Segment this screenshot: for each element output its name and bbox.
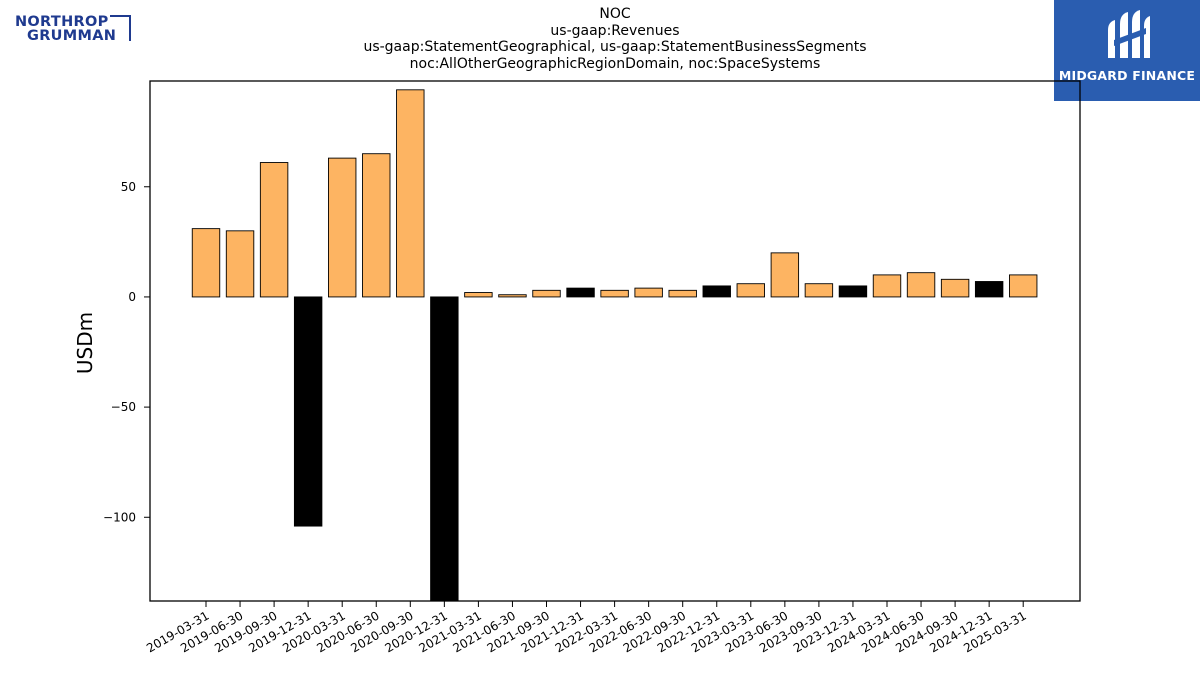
brand-name: MIDGARD FINANCE xyxy=(1058,68,1196,83)
bar-2020-09-30 xyxy=(396,89,425,298)
bar-2021-03-31 xyxy=(464,292,493,298)
bar-2023-09-30 xyxy=(804,283,834,298)
chart-title-line-2: us-gaap:Revenues xyxy=(550,22,680,39)
y-axis-label: USDm xyxy=(73,312,97,374)
y-axis: −100 −50 0 50 xyxy=(103,180,150,524)
bar-2023-12-31 xyxy=(838,285,868,298)
y-tick-label: 50 xyxy=(121,180,136,194)
bar-2024-12-31 xyxy=(974,281,1004,298)
bar-2019-12-31 xyxy=(293,296,323,527)
bar-2023-06-30 xyxy=(770,252,800,298)
bar-2021-06-30 xyxy=(498,294,527,298)
bar-2024-06-30 xyxy=(906,272,936,298)
bar-2022-09-30 xyxy=(668,289,697,298)
bar-2019-09-30 xyxy=(259,162,289,298)
bar-2021-12-31 xyxy=(566,287,595,298)
logo-bracket-top xyxy=(110,15,131,17)
logo-text-line2: GRUMMAN xyxy=(27,28,117,44)
logo-bracket-side xyxy=(129,15,131,41)
plot-frame xyxy=(149,80,1081,602)
bar-2024-09-30 xyxy=(940,278,970,298)
bar-2022-03-31 xyxy=(600,289,629,298)
bar-2020-03-31 xyxy=(328,157,357,298)
bar-2021-09-30 xyxy=(532,289,561,298)
bar-2020-12-31 xyxy=(430,296,459,602)
y-tick-label: −100 xyxy=(103,510,136,524)
northrop-grumman-logo: NORTHROP GRUMMAN xyxy=(14,12,134,44)
bar-2019-06-30 xyxy=(225,230,255,298)
y-tick-label: −50 xyxy=(111,400,136,414)
bars-group xyxy=(191,89,1038,602)
bar-2020-06-30 xyxy=(362,153,391,298)
y-tick-label: 0 xyxy=(128,290,136,304)
chart-title-line-1: NOC xyxy=(599,6,631,22)
chart-title-line-4: noc:AllOtherGeographicRegionDomain, noc:… xyxy=(409,55,821,72)
logo-text-line1: NORTHROP xyxy=(15,14,109,30)
bar-2023-03-31 xyxy=(736,283,765,298)
bar-2022-06-30 xyxy=(634,287,663,298)
x-axis: 2019-03-312019-06-302019-09-302019-12-31… xyxy=(144,601,1029,655)
bar-2024-03-31 xyxy=(872,274,902,298)
chart-title: NOC us-gaap:Revenues us-gaap:StatementGe… xyxy=(150,6,1080,72)
bar-2025-03-31 xyxy=(1009,274,1038,298)
midgard-finance-logo: MIDGARD FINANCE xyxy=(1054,0,1200,101)
bar-2019-03-31 xyxy=(191,228,221,298)
midgard-logo-mark-icon xyxy=(1108,10,1150,58)
bar-2022-12-31 xyxy=(702,285,731,298)
chart-title-line-3: us-gaap:StatementGeographical, us-gaap:S… xyxy=(363,39,867,55)
